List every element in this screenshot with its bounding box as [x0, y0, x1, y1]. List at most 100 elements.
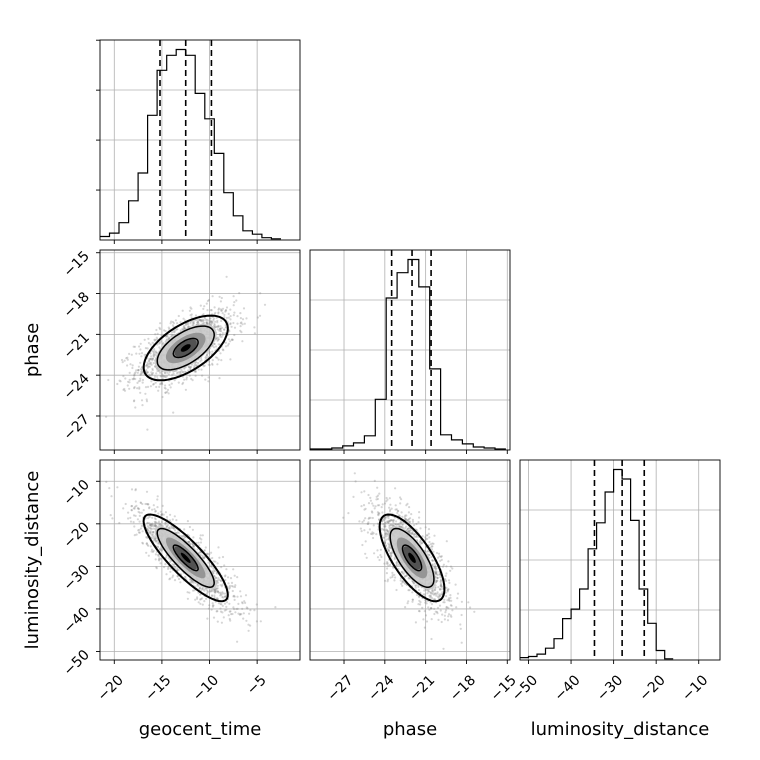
scatter-point: [381, 511, 384, 514]
scatter-point: [388, 510, 392, 513]
scatter-point: [434, 571, 438, 575]
scatter-point: [375, 533, 378, 536]
scatter-point: [384, 579, 387, 582]
scatter-point: [384, 532, 387, 536]
scatter-point: [197, 322, 200, 325]
scatter-point: [232, 595, 235, 598]
scatter-point: [422, 618, 425, 621]
scatter-point: [217, 358, 220, 361]
scatter-point: [237, 602, 240, 606]
scatter-point: [201, 318, 204, 321]
scatter-point: [219, 327, 222, 331]
scatter-point: [375, 495, 378, 498]
scatter-point: [227, 338, 230, 341]
density-fill: [388, 526, 436, 590]
scatter-point: [154, 522, 157, 525]
scatter-point: [155, 350, 158, 353]
scatter-point: [385, 544, 388, 548]
scatter-point: [148, 522, 151, 525]
scatter-point: [144, 386, 148, 389]
scatter-point: [140, 372, 143, 375]
scatter-point: [166, 335, 169, 338]
scatter-point: [407, 589, 410, 592]
scatter-point: [199, 602, 202, 605]
scatter-point: [147, 362, 150, 366]
scatter-point: [367, 502, 371, 505]
scatter-point: [198, 586, 202, 589]
scatter-point: [169, 577, 172, 580]
scatter-point: [223, 609, 226, 612]
scatter-point: [430, 607, 433, 610]
scatter-point: [158, 369, 161, 372]
scatter-point: [389, 519, 392, 522]
scatter-point: [433, 612, 436, 616]
scatter-point: [367, 522, 370, 526]
scatter-point: [249, 624, 252, 627]
scatter-point: [148, 358, 151, 361]
scatter-point: [381, 503, 384, 506]
scatter-point: [169, 570, 172, 573]
scatter-point: [202, 313, 205, 316]
scatter-point: [445, 605, 448, 609]
scatter-point: [376, 497, 379, 501]
scatter-point: [388, 506, 391, 509]
scatter-point: [215, 587, 218, 590]
scatter-point: [439, 555, 443, 559]
scatter-point: [367, 493, 370, 497]
scatter-point: [405, 574, 408, 578]
axes-frame: [309, 459, 511, 661]
scatter-point: [192, 536, 195, 539]
scatter-point: [197, 361, 200, 365]
scatter-point: [154, 538, 157, 541]
scatter-point: [186, 597, 189, 600]
scatter-point: [197, 368, 200, 371]
scatter-point: [418, 596, 421, 599]
scatter-point: [228, 330, 231, 333]
scatter-point: [216, 590, 219, 593]
scatter-point: [161, 383, 164, 386]
scatter-point: [221, 591, 224, 594]
scatter-point: [404, 582, 407, 585]
scatter-point: [406, 502, 409, 505]
scatter-point: [434, 568, 437, 571]
scatter-point: [384, 525, 387, 528]
scatter-point: [437, 586, 440, 589]
scatter-point: [216, 598, 220, 601]
scatter-point: [406, 602, 409, 605]
scatter-point: [138, 531, 141, 534]
scatter-point: [193, 366, 196, 369]
scatter-point: [408, 589, 411, 592]
scatter-point: [139, 372, 142, 375]
scatter-point: [212, 616, 216, 619]
x-tick-label-luminosity_distance: −30: [594, 672, 626, 704]
scatter-panel-phase-vs-luminosity_distance: [309, 459, 511, 664]
scatter-point: [166, 388, 170, 391]
scatter-point: [227, 582, 230, 585]
scatter-point: [157, 555, 160, 558]
scatter-point: [214, 311, 217, 314]
scatter-point: [424, 599, 428, 603]
scatter-point: [386, 547, 389, 550]
scatter-point: [190, 581, 193, 584]
scatter-point: [177, 532, 180, 535]
scatter-point: [211, 359, 214, 362]
scatter-point: [154, 524, 157, 527]
scatter-point: [179, 321, 182, 324]
scatter-point: [205, 320, 208, 323]
scatter-point: [151, 531, 154, 534]
scatter-point: [121, 361, 124, 364]
x-tick-label-phase: −27: [324, 672, 356, 704]
scatter-point: [164, 522, 167, 525]
scatter-point: [174, 329, 177, 332]
scatter-point: [140, 352, 144, 355]
scatter-point: [190, 313, 193, 316]
scatter-point: [182, 317, 185, 320]
scatter-point: [151, 524, 154, 528]
scatter-point: [221, 611, 224, 614]
scatter-point: [210, 594, 214, 597]
scatter-point: [153, 537, 156, 541]
scatter-point: [404, 514, 407, 517]
scatter-point: [128, 387, 131, 390]
scatter-point: [160, 381, 164, 384]
scatter-point: [440, 579, 443, 583]
